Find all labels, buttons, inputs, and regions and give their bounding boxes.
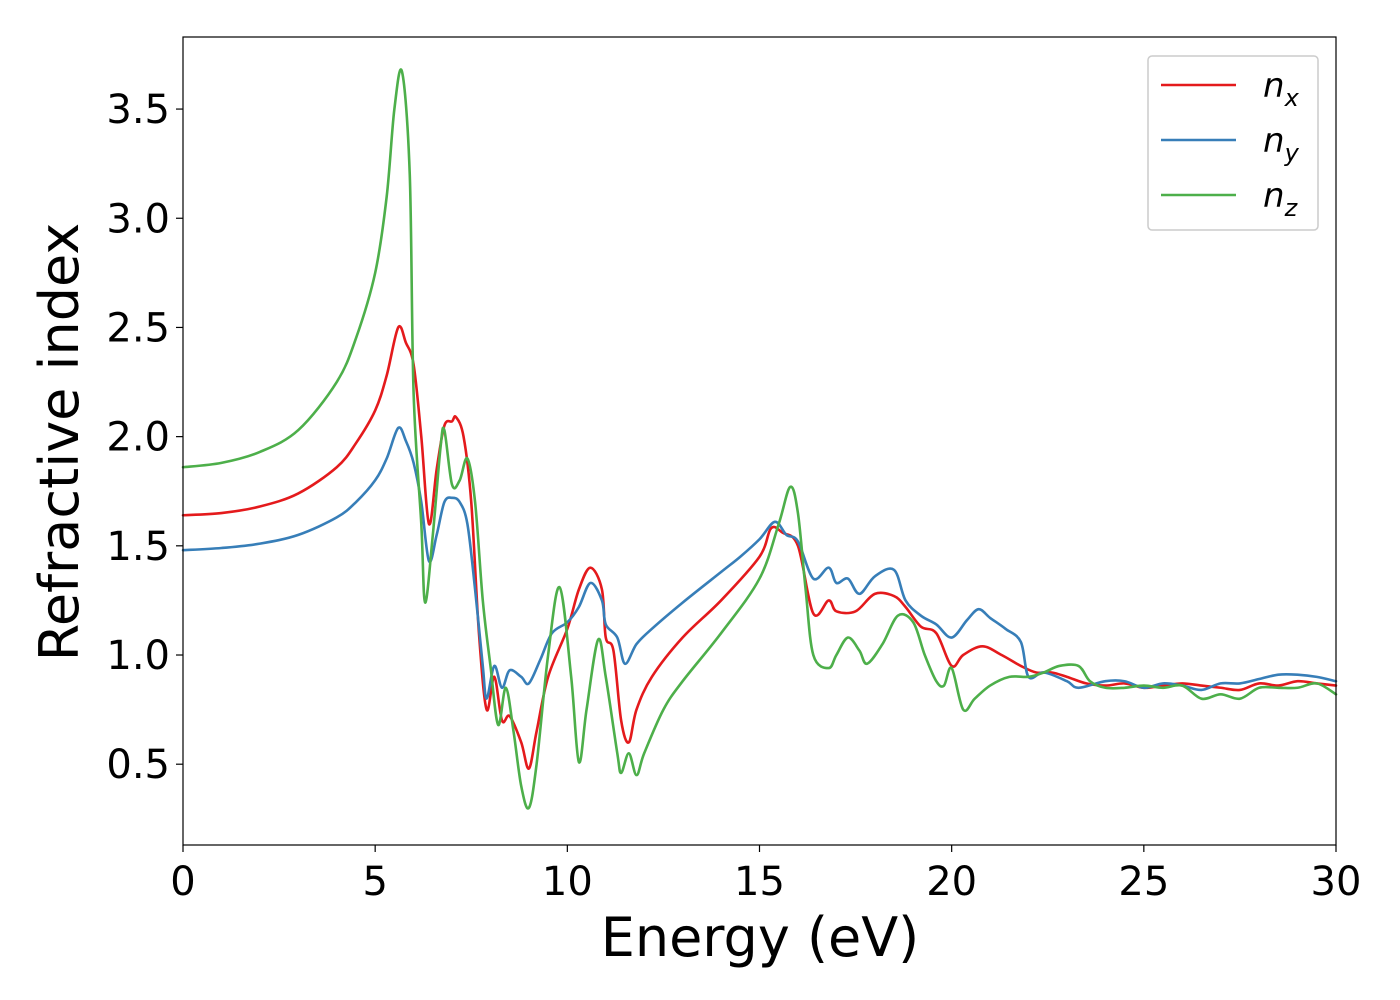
legend-box <box>1147 55 1319 231</box>
y-axis-title: Refractive index <box>28 223 91 662</box>
y-axis: 0.5 1.0 1.5 2.0 2.5 3.0 3.5 <box>106 87 183 788</box>
legend-label-base: n <box>1263 121 1285 161</box>
legend-label-base: n <box>1263 176 1285 216</box>
legend-label-ny: ny <box>1263 121 1300 167</box>
x-axis-title: Energy (eV) <box>601 906 920 969</box>
series-layer <box>181 68 1338 810</box>
legend-label-nx: nx <box>1263 66 1300 112</box>
legend-label-subscript: y <box>1284 139 1300 167</box>
x-tick-label: 25 <box>1118 859 1169 905</box>
legend-label-base: n <box>1263 66 1285 106</box>
x-tick-label: 0 <box>170 859 195 905</box>
series-line-nz <box>181 68 1338 810</box>
x-tick-label: 5 <box>362 859 387 905</box>
x-tick-label: 30 <box>1311 859 1362 905</box>
y-tick-label: 2.0 <box>106 415 170 461</box>
series-line-ny <box>181 426 1338 700</box>
y-tick-label: 1.5 <box>106 524 170 570</box>
x-tick-label: 10 <box>542 859 593 905</box>
y-tick-label: 3.0 <box>106 196 170 242</box>
x-axis: 0 5 10 15 20 25 30 <box>170 845 1361 905</box>
y-tick-label: 2.5 <box>106 305 170 351</box>
legend-label-subscript: x <box>1284 84 1300 112</box>
legend-label-nz: nz <box>1263 176 1299 222</box>
x-tick-label: 15 <box>734 859 785 905</box>
y-tick-label: 1.0 <box>106 633 170 679</box>
y-tick-label: 3.5 <box>106 87 170 133</box>
legend-label-subscript: z <box>1284 194 1299 222</box>
y-tick-label: 0.5 <box>106 742 170 788</box>
x-tick-label: 20 <box>926 859 977 905</box>
